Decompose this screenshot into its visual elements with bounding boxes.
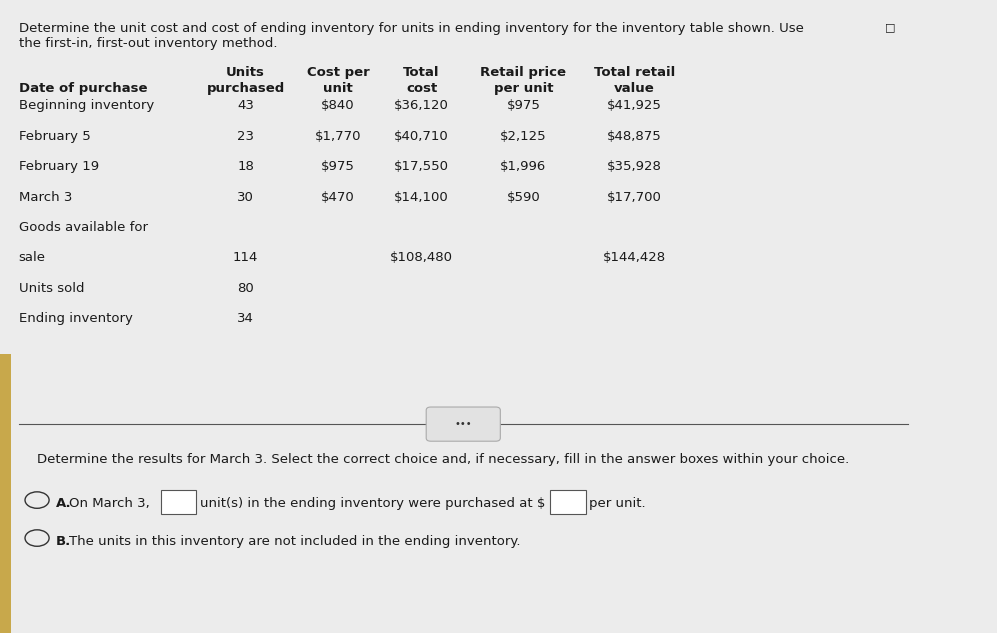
Text: Determine the results for March 3. Select the correct choice and, if necessary, : Determine the results for March 3. Selec… [37,453,849,466]
Text: $1,770: $1,770 [315,130,362,143]
Text: February 19: February 19 [19,160,99,173]
Text: Total: Total [404,66,440,80]
Text: $48,875: $48,875 [607,130,662,143]
Text: $144,428: $144,428 [603,251,666,265]
Text: 34: 34 [237,312,254,325]
Text: 18: 18 [237,160,254,173]
Text: $975: $975 [321,160,355,173]
Text: 114: 114 [233,251,258,265]
FancyBboxPatch shape [162,490,196,514]
Text: value: value [614,82,655,96]
Text: $2,125: $2,125 [500,130,546,143]
Text: •••: ••• [455,419,472,429]
Text: purchased: purchased [206,82,285,96]
Text: Determine the unit cost and cost of ending inventory for units in ending invento: Determine the unit cost and cost of endi… [19,22,804,35]
Text: Beginning inventory: Beginning inventory [19,99,154,113]
Text: Units: Units [226,66,265,80]
Text: $840: $840 [321,99,355,113]
Text: Cost per: Cost per [307,66,370,80]
Text: February 5: February 5 [19,130,91,143]
FancyBboxPatch shape [426,407,500,441]
Text: $470: $470 [321,191,355,204]
Bar [0,354,11,633]
Text: the first-in, first-out inventory method.: the first-in, first-out inventory method… [19,37,277,50]
Text: 30: 30 [237,191,254,204]
Text: $14,100: $14,100 [394,191,449,204]
Text: $1,996: $1,996 [500,160,546,173]
Text: unit: unit [323,82,353,96]
Text: Retail price: Retail price [481,66,566,80]
Text: □: □ [884,22,895,32]
Text: 80: 80 [237,282,254,295]
Text: $17,700: $17,700 [607,191,662,204]
Text: $36,120: $36,120 [394,99,449,113]
Text: $590: $590 [506,191,540,204]
Text: 23: 23 [237,130,254,143]
Text: Ending inventory: Ending inventory [19,312,133,325]
Text: $35,928: $35,928 [607,160,662,173]
Text: $17,550: $17,550 [394,160,449,173]
Text: Units sold: Units sold [19,282,84,295]
Text: $40,710: $40,710 [394,130,449,143]
Text: $41,925: $41,925 [607,99,662,113]
Text: March 3: March 3 [19,191,72,204]
Text: per unit: per unit [494,82,553,96]
Text: cost: cost [406,82,438,96]
Text: per unit.: per unit. [589,497,646,510]
Text: $975: $975 [506,99,540,113]
Text: $108,480: $108,480 [390,251,453,265]
Text: Date of purchase: Date of purchase [19,82,147,96]
Text: sale: sale [19,251,46,265]
Text: Goods available for: Goods available for [19,221,148,234]
Text: 43: 43 [237,99,254,113]
Text: B.: B. [56,535,71,548]
FancyBboxPatch shape [550,490,585,514]
Text: Total retail: Total retail [594,66,675,80]
Text: On March 3,: On March 3, [70,497,151,510]
Text: A.: A. [56,497,71,510]
Text: The units in this inventory are not included in the ending inventory.: The units in this inventory are not incl… [70,535,521,548]
Text: unit(s) in the ending inventory were purchased at $: unit(s) in the ending inventory were pur… [200,497,545,510]
